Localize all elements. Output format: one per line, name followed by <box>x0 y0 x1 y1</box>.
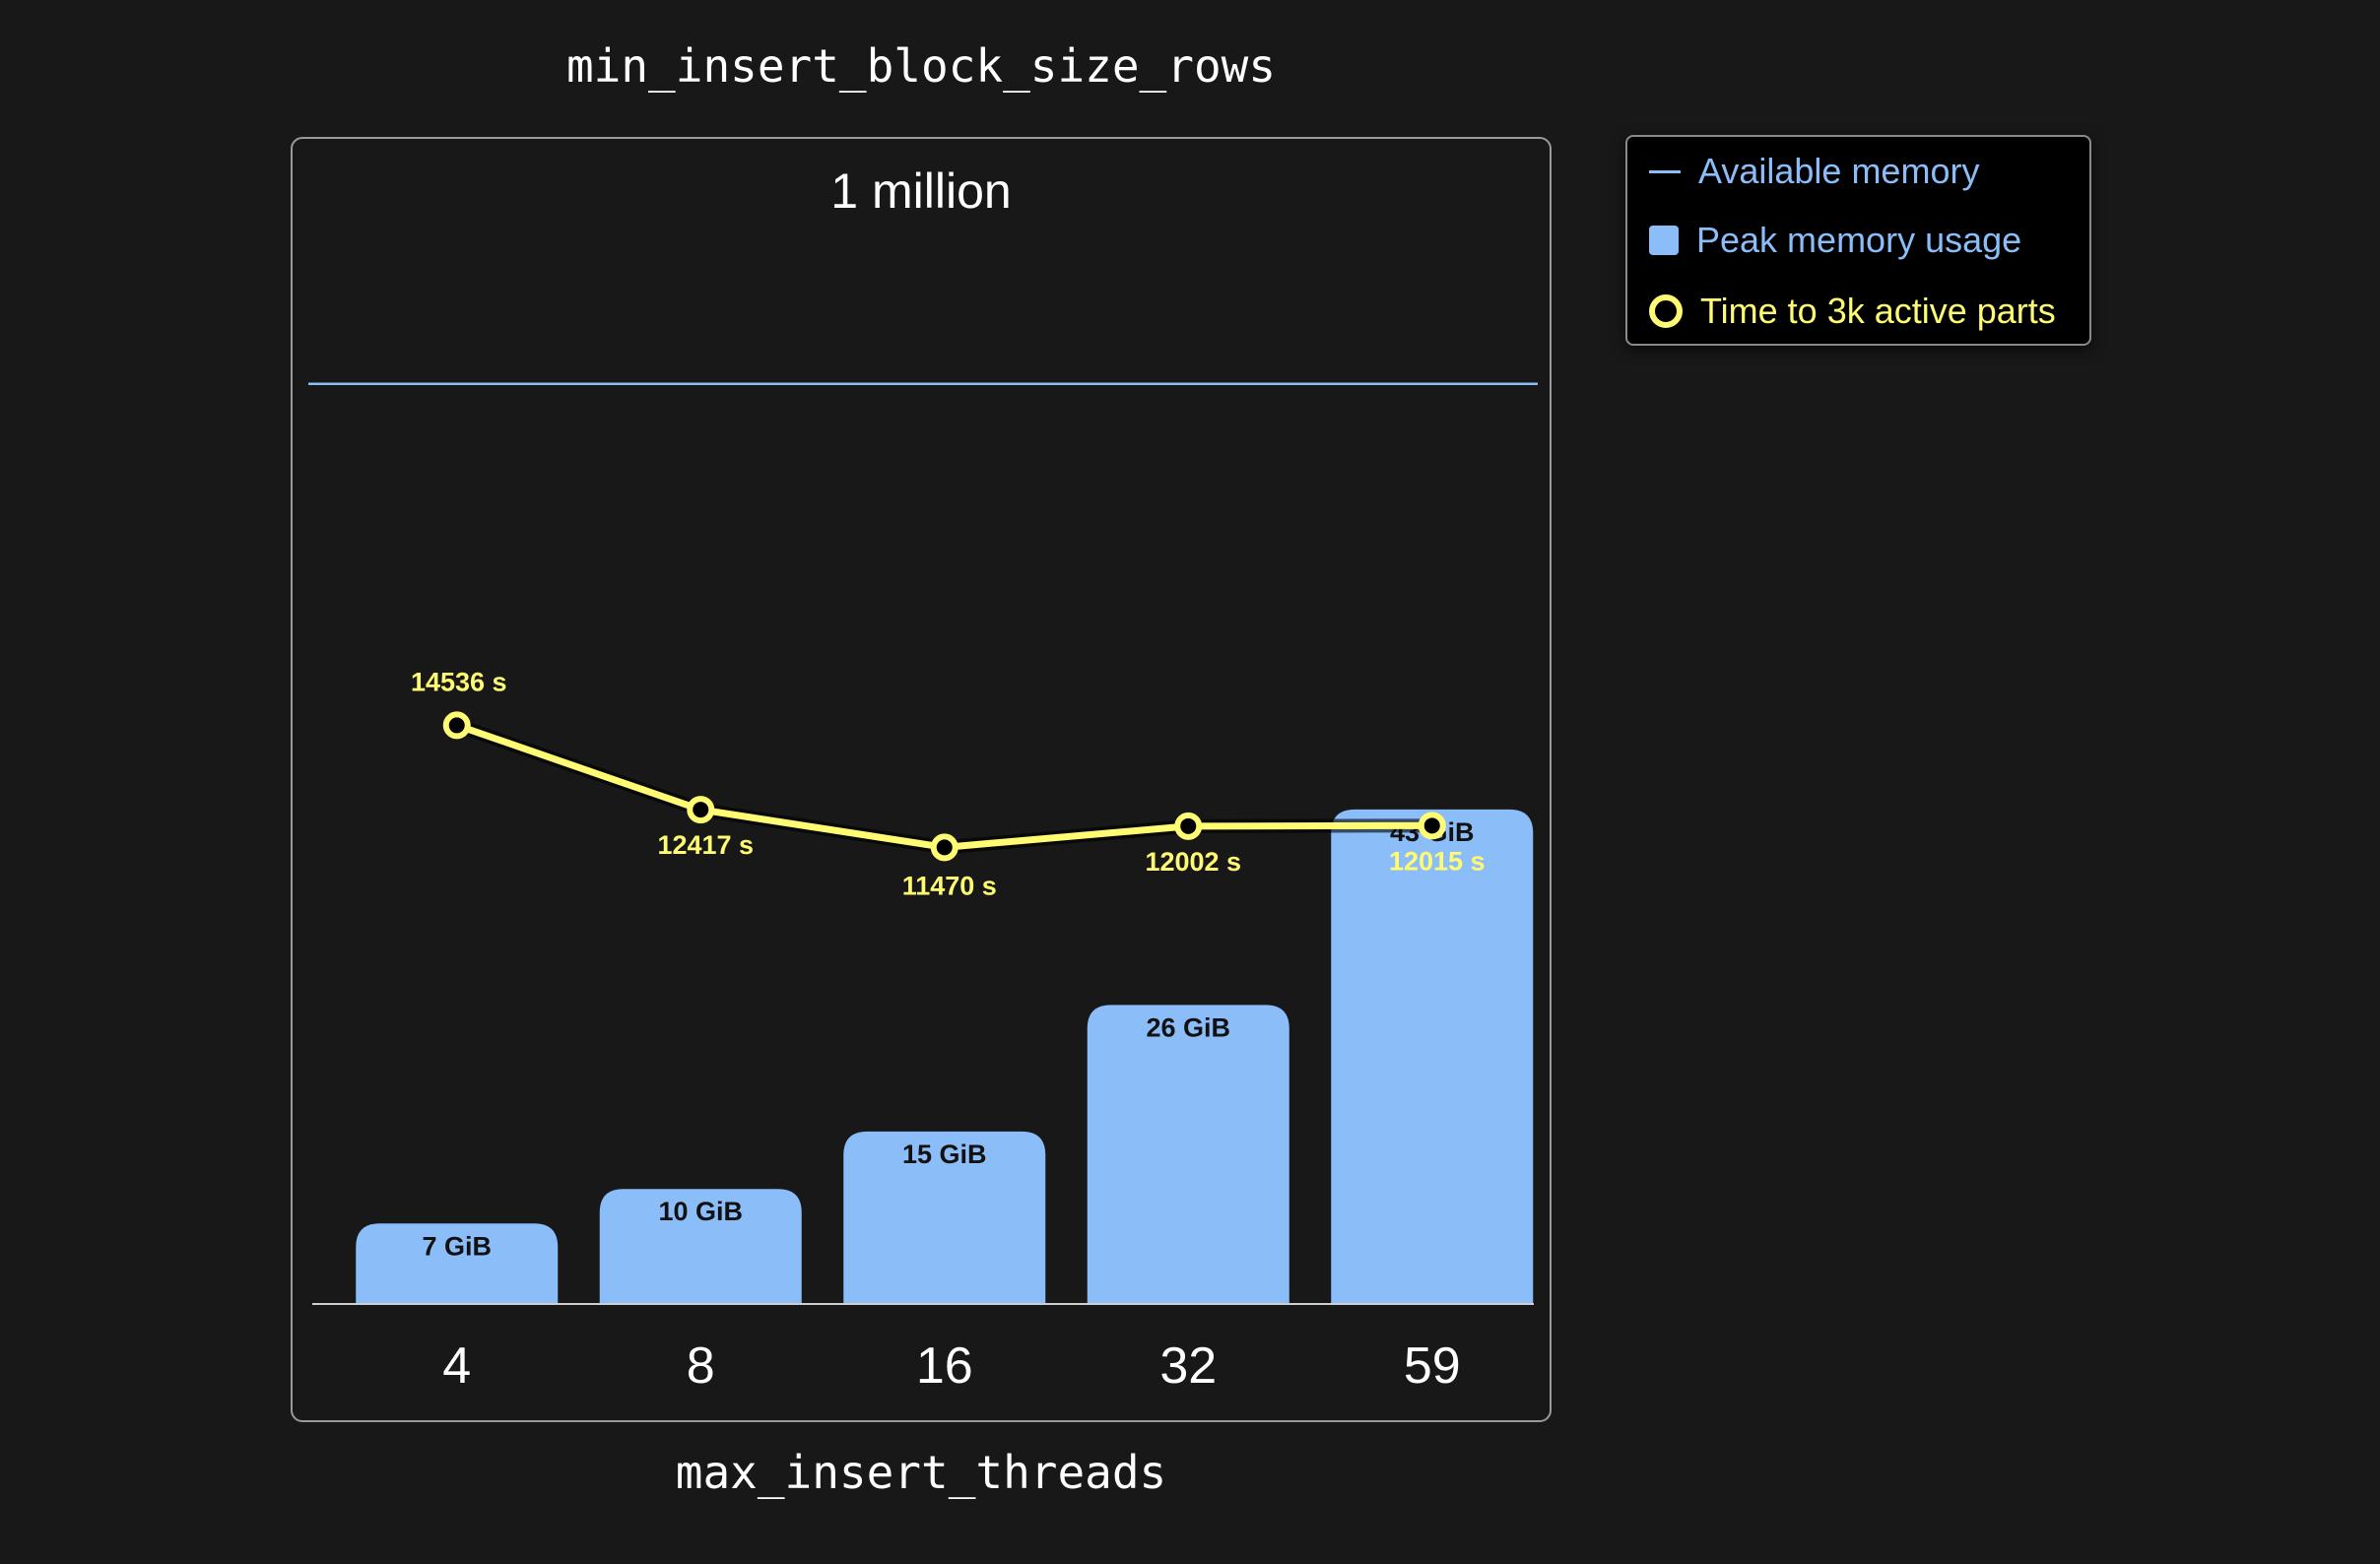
panel-subtitle: 1 million <box>830 163 1012 219</box>
x-tick-label: 4 <box>442 1337 471 1395</box>
legend-square-icon <box>1649 226 1679 255</box>
time-value-label: 11470 s <box>902 871 997 900</box>
memory-bar <box>1087 1005 1289 1304</box>
legend-item-time-to-3k-parts: Time to 3k active parts <box>1649 287 2056 336</box>
bar-value-label: 7 GiB <box>422 1231 492 1261</box>
time-point <box>442 711 471 740</box>
legend-label: Peak memory usage <box>1696 220 2022 260</box>
time-value-label: 14536 s <box>411 667 507 696</box>
time-value-label: 12002 s <box>1145 847 1241 877</box>
memory-bar <box>599 1189 802 1304</box>
bar-value-label: 10 GiB <box>658 1197 743 1226</box>
legend-item-available-memory: Available memory <box>1649 147 1979 196</box>
plot-panel: 1 million 7 GiB 10 GiB 15 GiB 26 GiB 43 GiB 4… <box>291 137 1552 1422</box>
legend-circle-icon <box>1649 294 1683 328</box>
time-value-label: 12015 s <box>1389 846 1486 876</box>
time-line <box>455 722 1432 851</box>
memory-bar <box>843 1131 1046 1304</box>
x-tick-label: 8 <box>687 1337 715 1395</box>
time-point <box>687 796 715 824</box>
time-point <box>930 833 959 862</box>
memory-bar <box>356 1223 559 1304</box>
time-point <box>1174 812 1203 840</box>
legend-line-icon <box>1649 169 1681 173</box>
x-tick-label: 32 <box>1159 1337 1217 1395</box>
x-tick-label: 59 <box>1404 1337 1461 1395</box>
legend: Available memory Peak memory usage Time … <box>1625 135 2091 346</box>
x-axis-label: max_insert_threads <box>675 1446 1167 1499</box>
bar-value-label: 15 GiB <box>902 1140 987 1169</box>
legend-label: Time to 3k active parts <box>1700 291 2056 331</box>
legend-item-peak-memory: Peak memory usage <box>1649 216 2021 265</box>
bar-value-label: 26 GiB <box>1146 1012 1230 1042</box>
time-value-label: 12417 s <box>657 830 754 860</box>
memory-bar <box>1331 809 1534 1304</box>
chart-title: min_insert_block_size_rows <box>565 39 1277 93</box>
legend-label: Available memory <box>1698 151 1980 191</box>
x-tick-label: 16 <box>916 1337 973 1395</box>
time-point <box>1418 812 1446 840</box>
